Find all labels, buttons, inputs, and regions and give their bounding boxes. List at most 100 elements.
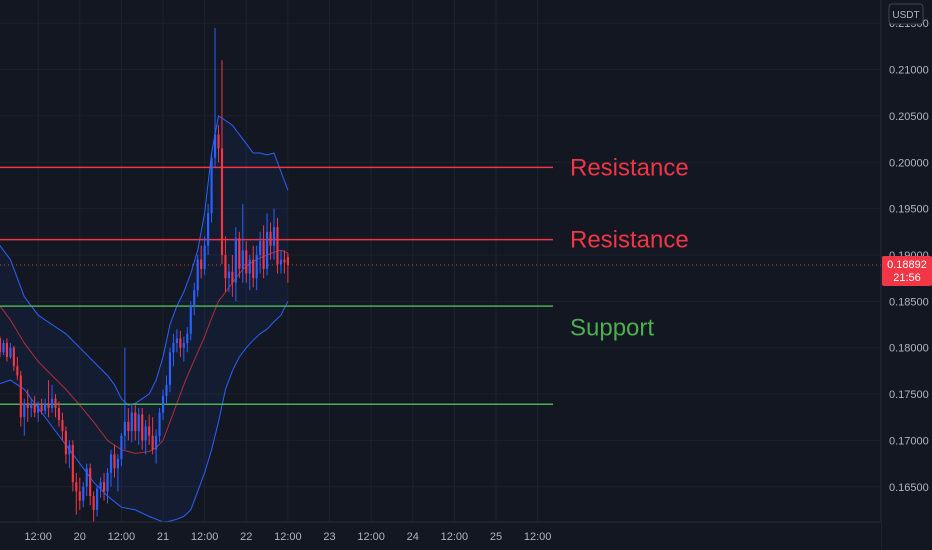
candle-body [68, 445, 71, 455]
x-tick-label: 12:00 [274, 531, 302, 543]
x-tick-label: 24 [407, 531, 419, 543]
candle-body [89, 468, 92, 497]
x-tick-label: 23 [323, 531, 335, 543]
candle-body [141, 414, 144, 441]
candle-body [82, 486, 85, 501]
x-tick-label: 12:00 [441, 531, 469, 543]
current-price-tag: 0.18892 21:56 [882, 256, 932, 286]
candle-body [144, 426, 147, 441]
candle-body [186, 333, 189, 344]
x-tick-label: 12:00 [191, 531, 219, 543]
x-axis-ticks: 12:00 20 12:00 21 12:00 22 12:00 23 12:00 24 12:00… [24, 531, 551, 543]
candle-body [151, 435, 154, 450]
candle-body [262, 241, 265, 269]
candle-body [241, 250, 244, 269]
level-lines[interactable]: Resistance Resistance Support [0, 154, 689, 405]
x-tick-label: 22 [240, 531, 252, 543]
y-tick-label: 0.16500 [889, 482, 929, 494]
candle-body [30, 403, 33, 408]
bollinger-bands [0, 115, 289, 523]
candle-body [172, 343, 175, 353]
x-tick-label: 21 [157, 531, 169, 543]
candle-body [158, 412, 161, 436]
candle-body [0, 338, 2, 353]
bollinger-upper-line [0, 115, 289, 406]
candle-body [234, 238, 237, 283]
candle-body [106, 472, 109, 492]
grid [0, 0, 881, 522]
y-tick-label: 0.21000 [889, 65, 929, 77]
candle-body [179, 338, 182, 348]
candle-body [255, 254, 258, 279]
candle-body [19, 375, 22, 418]
candle-body [75, 482, 78, 492]
level-label: Resistance [570, 227, 689, 254]
x-tick-label: 12:00 [357, 531, 385, 543]
candle-body [175, 338, 178, 344]
candle-body [2, 343, 5, 353]
candle-body [245, 250, 248, 274]
time-scale[interactable] [0, 522, 881, 550]
x-tick-label: 12:00 [108, 531, 136, 543]
current-price-tag-box [882, 256, 932, 286]
bollinger-lower-line [0, 301, 289, 523]
candle-body [265, 231, 269, 269]
candle-body [279, 259, 283, 265]
candle-body [210, 157, 213, 214]
candle-body [137, 414, 140, 432]
candle-body [231, 271, 234, 283]
candle-body [9, 347, 12, 357]
current-price-value: 0.18892 [887, 259, 927, 271]
candle-body [44, 403, 47, 411]
candle-body [113, 454, 116, 469]
candle-body [193, 290, 196, 306]
candle-body [161, 395, 165, 413]
candle-body [33, 403, 36, 413]
y-tick-label: 0.17000 [889, 435, 929, 447]
candle-body [109, 454, 113, 473]
candle-body [155, 435, 158, 450]
candle-body [85, 468, 88, 487]
x-tick-label: 25 [490, 531, 502, 543]
bollinger-basis-line [0, 249, 289, 454]
candle-body [12, 347, 15, 367]
candle-body [116, 458, 120, 469]
y-tick-label: 0.20000 [889, 157, 929, 169]
x-tick-label: 20 [74, 531, 86, 543]
candle-body [182, 343, 185, 348]
candle-body [259, 241, 262, 255]
candles [0, 27, 289, 522]
candle-body [23, 403, 26, 418]
candle-body [220, 148, 224, 255]
candle-body [5, 343, 9, 357]
bollinger-band-fill [0, 115, 288, 522]
candle-body [227, 271, 230, 279]
candle-body [92, 496, 95, 510]
candle-body [269, 231, 272, 246]
candle-body [224, 254, 227, 279]
candle-body [165, 384, 168, 396]
candle-body [189, 305, 192, 334]
candle-body [64, 431, 67, 455]
y-tick-label: 0.17500 [889, 389, 929, 401]
x-tick-label: 12:00 [524, 531, 552, 543]
candle-body [200, 259, 203, 269]
currency-badge[interactable]: USDT [888, 3, 924, 25]
candle-body [102, 482, 106, 492]
candle-body [283, 259, 286, 263]
candle-body [203, 245, 206, 269]
candle-body [127, 421, 130, 432]
candle-body [96, 488, 99, 510]
candle-body [207, 213, 210, 246]
candle-body [168, 352, 172, 385]
x-tick-label: 12:00 [24, 531, 52, 543]
candle-body [196, 259, 199, 291]
y-tick-label: 0.18500 [889, 296, 929, 308]
candle-body [37, 405, 40, 413]
candle-body [61, 420, 64, 432]
candle-body [47, 403, 50, 408]
candle-body [252, 259, 255, 279]
